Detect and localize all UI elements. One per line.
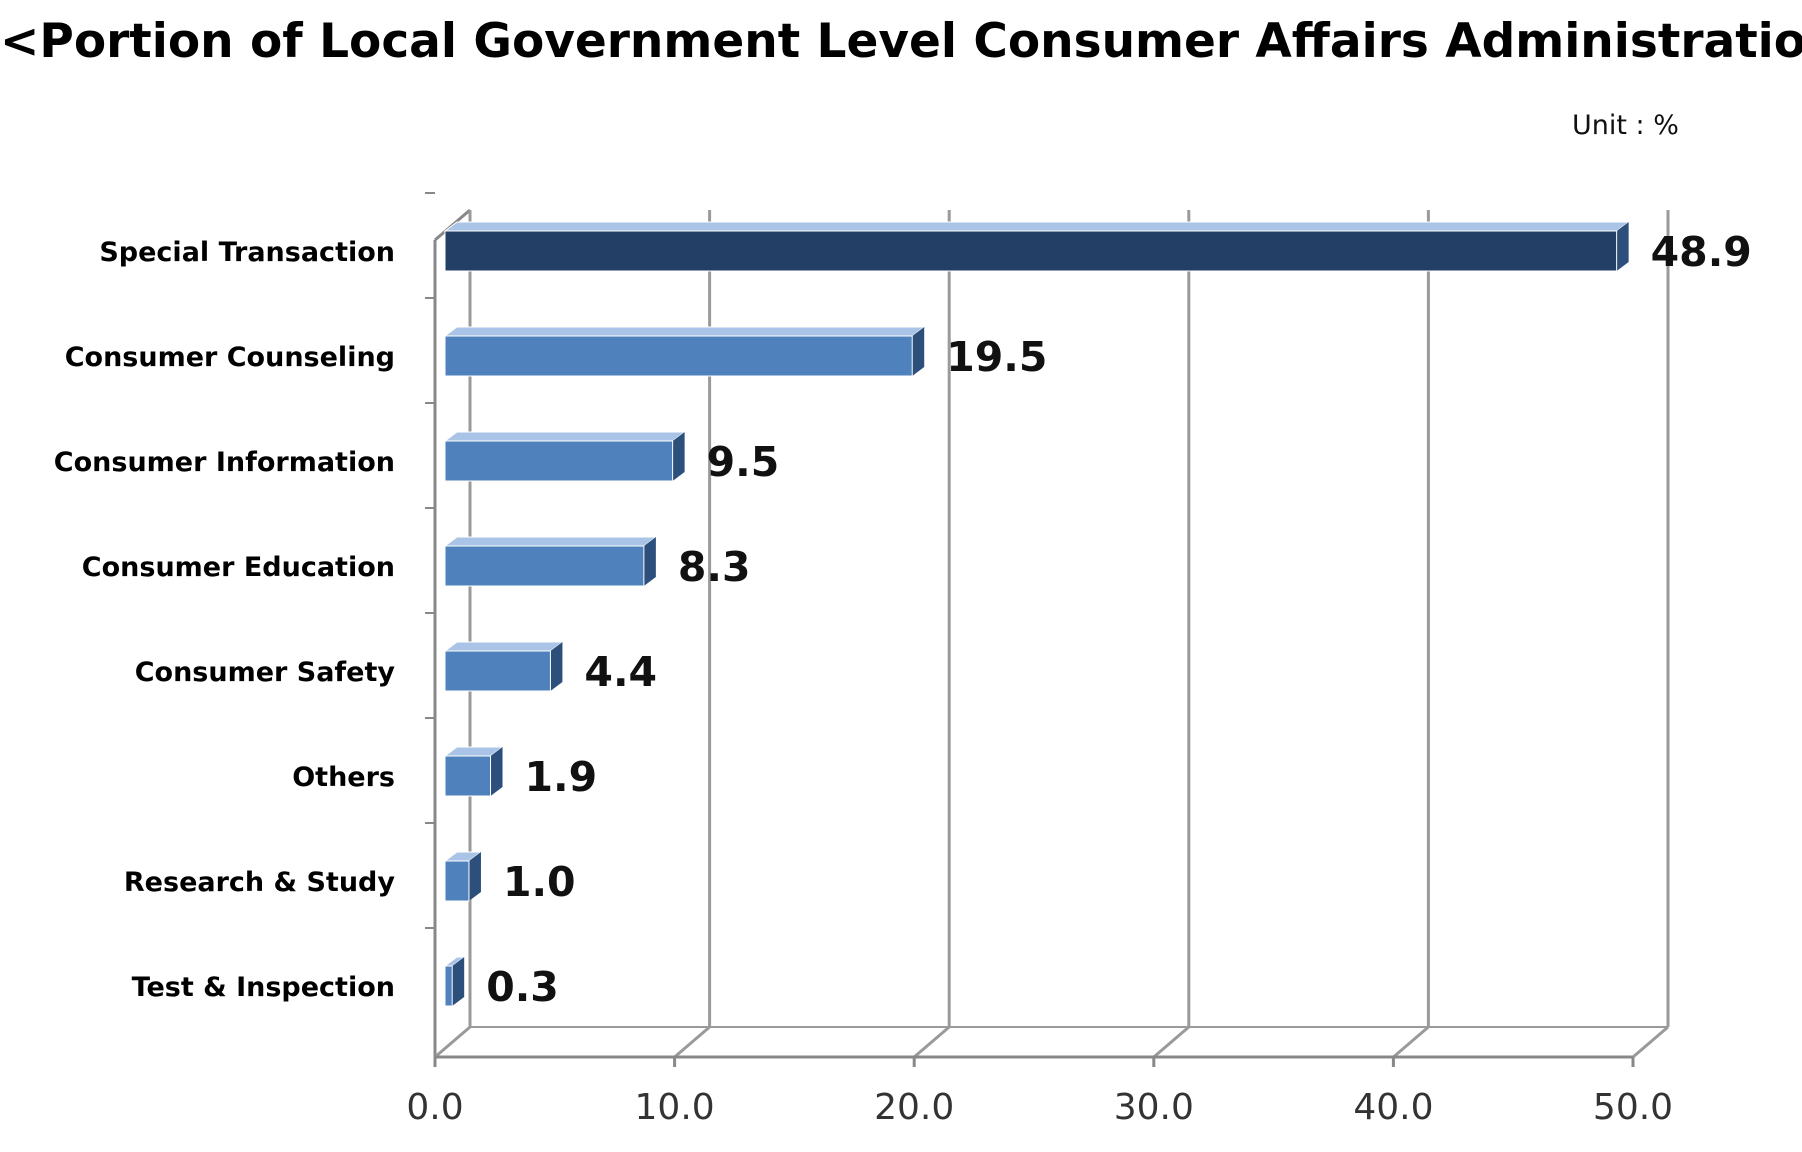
floor-diagonal [434, 1025, 471, 1059]
bar-side [452, 957, 465, 1006]
category-label: Consumer Safety [135, 657, 396, 688]
bar-front [444, 230, 1618, 272]
bar-front [444, 965, 453, 1007]
bar [443, 221, 1631, 272]
category-label: Test & Inspection [132, 972, 395, 1003]
bar [443, 746, 505, 797]
category-label: Consumer Education [82, 552, 395, 583]
bar-top [443, 326, 926, 337]
bar-front [444, 755, 492, 797]
bar-front [444, 545, 645, 587]
x-tick-label: 40.0 [1353, 1087, 1433, 1128]
bar-top [443, 431, 687, 442]
bar [443, 326, 926, 377]
x-tick-label: 10.0 [635, 1087, 715, 1128]
bar [443, 431, 687, 482]
floor-diagonal [913, 1025, 951, 1059]
category-label: Consumer Counseling [65, 342, 395, 373]
bar-side [672, 432, 685, 481]
label-layer: 0.0 10.0 20.0 30.0 40.0 50.0 48.9 Special Trans… [54, 228, 1752, 1128]
bar-value-label: 9.5 [707, 438, 780, 486]
bar-value-label: 1.9 [525, 753, 598, 801]
x-tick-label: 0.0 [406, 1087, 463, 1128]
x-tick-label: 20.0 [874, 1087, 954, 1128]
floor-diagonal [673, 1025, 711, 1059]
bar-side [912, 327, 925, 376]
bar-top [443, 641, 564, 652]
bar [443, 956, 466, 1007]
bar-top [443, 221, 1631, 232]
bar-value-label: 1.0 [503, 858, 576, 906]
bar-layer [443, 221, 1631, 1007]
bar-front [444, 650, 551, 692]
chart-title: <Portion of Local Government Level Consu… [0, 14, 1802, 69]
bar-value-label: 8.3 [678, 543, 751, 591]
unit-label: Unit : % [1572, 110, 1679, 141]
bar [443, 536, 658, 587]
bar [443, 851, 483, 902]
category-label: Special Transaction [99, 237, 395, 268]
bar-side [1616, 222, 1629, 271]
bar-value-label: 48.9 [1651, 228, 1752, 276]
bar-side [490, 747, 503, 796]
category-label: Consumer Information [54, 447, 395, 478]
bar-side [550, 642, 563, 691]
bar-front [444, 440, 674, 482]
bar-front [444, 860, 470, 902]
floor-diagonal [1632, 1025, 1669, 1059]
grid-layer [425, 192, 1670, 1067]
x-tick-label: 30.0 [1114, 1087, 1194, 1128]
bar-side [643, 537, 656, 586]
bar-value-label: 0.3 [486, 963, 559, 1011]
bar [443, 641, 564, 692]
floor-diagonal [1392, 1025, 1430, 1059]
floor-diagonal [1152, 1025, 1190, 1059]
bar-side [468, 852, 481, 901]
bar-value-label: 19.5 [946, 333, 1047, 381]
bar-front [444, 335, 913, 377]
x-tick-label: 50.0 [1593, 1087, 1673, 1128]
category-label: Others [292, 762, 395, 793]
category-label: Research & Study [124, 867, 395, 898]
bar-top [443, 536, 658, 547]
chart-title-text: <Portion of Local Government Level Consu… [0, 14, 1802, 69]
bar-value-label: 4.4 [584, 648, 657, 696]
